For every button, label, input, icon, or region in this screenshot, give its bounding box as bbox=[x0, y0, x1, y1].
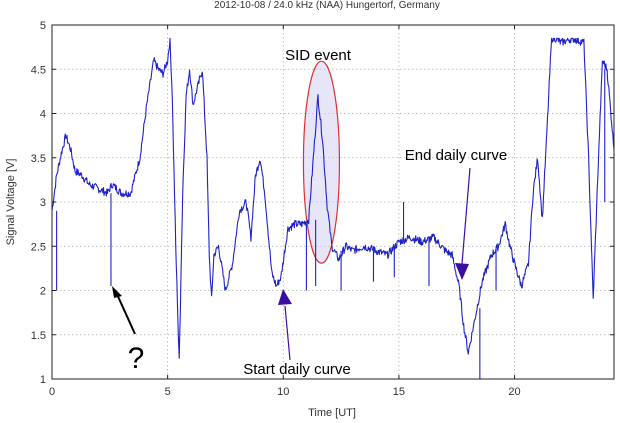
start-arrow-shaft bbox=[284, 305, 291, 361]
x-tick-label: 15 bbox=[393, 386, 405, 398]
x-tick-label: 5 bbox=[165, 386, 171, 398]
y-tick-label: 3.5 bbox=[31, 153, 46, 165]
x-axis-title: Time [UT] bbox=[308, 407, 356, 419]
signal-series bbox=[51, 37, 615, 379]
axes bbox=[51, 24, 615, 380]
question-mark-label: ? bbox=[128, 342, 145, 375]
y-tick-label: 4.5 bbox=[31, 64, 46, 76]
annotations: SID event End daily curve Start daily curv… bbox=[112, 47, 507, 378]
end-arrow-head bbox=[455, 263, 469, 280]
y-tick-label: 3 bbox=[40, 197, 46, 209]
start-arrow-head bbox=[278, 289, 292, 305]
y-tick-label: 2.5 bbox=[31, 241, 46, 253]
y-tick-label: 2 bbox=[40, 286, 46, 298]
sid-event-ellipse bbox=[302, 60, 341, 264]
grid-lines bbox=[52, 25, 614, 379]
end-daily-curve-label: End daily curve bbox=[405, 147, 508, 164]
series-line-0 bbox=[51, 37, 615, 359]
y-tick-label: 1 bbox=[40, 374, 46, 386]
y-tick-label: 5 bbox=[40, 20, 46, 32]
end-arrow-shaft bbox=[461, 167, 471, 265]
tick-labels: 0 5 10 15 20 1 1.5 2 2.5 3 3.5 4 4.5 5 bbox=[31, 20, 521, 398]
x-tick-label: 0 bbox=[49, 386, 55, 398]
y-tick-label: 1.5 bbox=[31, 330, 46, 342]
question-arrow-shaft bbox=[115, 291, 136, 335]
sid-event-highlight bbox=[302, 60, 341, 264]
start-daily-curve-label: Start daily curve bbox=[243, 361, 351, 378]
chart-title: 2012-10-08 / 24.0 kHz (NAA) Hungertorf, … bbox=[214, 0, 440, 11]
x-tick-label: 20 bbox=[508, 386, 520, 398]
x-tick-label: 10 bbox=[277, 386, 289, 398]
sid-event-label: SID event bbox=[285, 47, 352, 64]
y-tick-label: 4 bbox=[40, 109, 46, 121]
y-axis-title: Signal Voltage [V] bbox=[5, 159, 17, 246]
question-arrow-head bbox=[112, 286, 122, 298]
